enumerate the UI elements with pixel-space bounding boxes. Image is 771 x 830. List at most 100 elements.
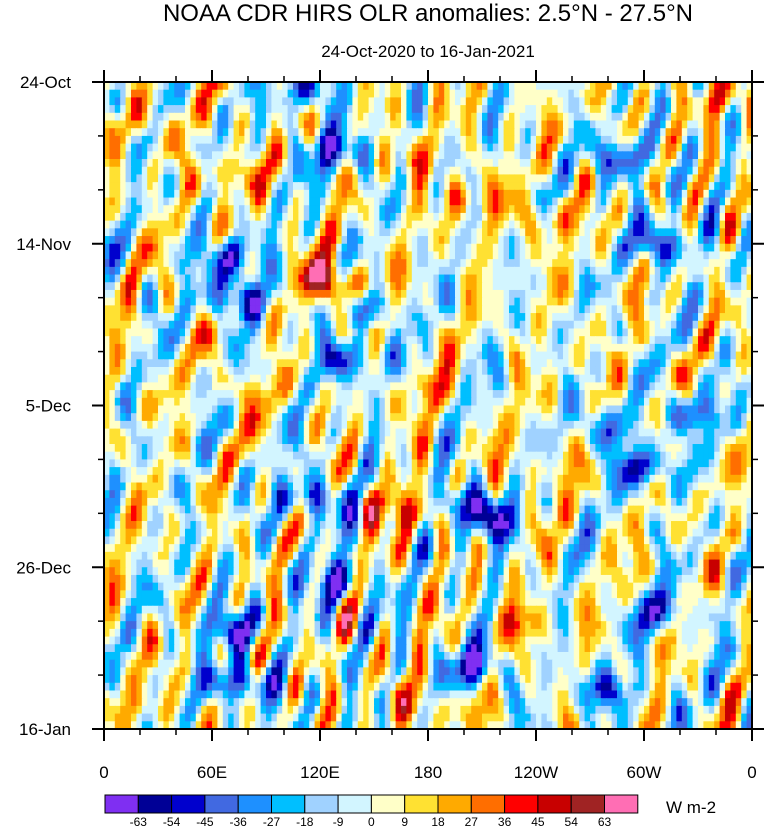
heatmap-cell bbox=[417, 89, 424, 98]
heatmap-cell bbox=[114, 343, 121, 353]
heatmap-cell bbox=[401, 351, 407, 360]
heatmap-cell bbox=[293, 97, 299, 106]
heatmap-cell bbox=[163, 259, 170, 268]
heatmap-cell bbox=[201, 189, 208, 199]
heatmap-cell bbox=[471, 343, 478, 353]
heatmap-cell bbox=[681, 336, 688, 345]
heatmap-cell bbox=[314, 159, 321, 168]
heatmap-cell bbox=[271, 220, 278, 229]
heatmap-cell bbox=[600, 297, 607, 306]
heatmap-cell bbox=[114, 359, 121, 368]
heatmap-cell bbox=[136, 259, 143, 268]
heatmap-cell bbox=[152, 120, 159, 129]
heatmap-cell bbox=[525, 366, 532, 376]
heatmap-cell bbox=[239, 266, 245, 276]
heatmap-cell bbox=[206, 274, 213, 283]
heatmap-cell bbox=[519, 128, 526, 137]
heatmap-cell bbox=[563, 112, 569, 122]
heatmap-cell bbox=[741, 336, 748, 345]
heatmap-cell bbox=[433, 182, 440, 191]
heatmap-cell bbox=[573, 159, 580, 168]
heatmap-cell bbox=[725, 151, 731, 160]
heatmap-cell bbox=[719, 266, 726, 276]
heatmap-cell bbox=[168, 266, 175, 276]
heatmap-cell bbox=[590, 151, 596, 160]
heatmap-cell bbox=[287, 251, 294, 260]
heatmap-cell bbox=[179, 243, 186, 253]
heatmap-cell bbox=[206, 212, 213, 222]
heatmap-cell bbox=[417, 159, 424, 168]
heatmap-cell bbox=[730, 359, 737, 368]
heatmap-cell bbox=[514, 135, 521, 145]
heatmap-cell bbox=[681, 374, 688, 383]
heatmap-cell bbox=[239, 82, 245, 91]
heatmap-cell bbox=[168, 259, 175, 268]
heatmap-cell bbox=[163, 266, 170, 276]
heatmap-cell bbox=[449, 228, 456, 237]
heatmap-cell bbox=[217, 105, 224, 114]
heatmap-cell bbox=[611, 328, 618, 337]
heatmap-cell bbox=[168, 320, 175, 330]
heatmap-cell bbox=[120, 205, 127, 214]
heatmap-cell bbox=[498, 236, 505, 245]
heatmap-cell bbox=[212, 159, 218, 168]
heatmap-cell bbox=[174, 197, 181, 206]
heatmap-cell bbox=[212, 336, 218, 345]
heatmap-cell bbox=[201, 305, 208, 314]
heatmap-cell bbox=[179, 374, 186, 383]
heatmap-cell bbox=[438, 151, 445, 160]
heatmap-cell bbox=[638, 343, 645, 353]
heatmap-cell bbox=[600, 120, 607, 129]
heatmap-cell bbox=[206, 351, 213, 360]
heatmap-cell bbox=[492, 343, 499, 353]
heatmap-cell bbox=[401, 359, 407, 368]
heatmap-cell bbox=[428, 289, 434, 299]
heatmap-cell bbox=[114, 174, 121, 183]
heatmap-cell bbox=[438, 390, 445, 399]
heatmap-cell bbox=[541, 189, 548, 199]
heatmap-cell bbox=[536, 89, 542, 98]
heatmap-cell bbox=[617, 128, 623, 137]
heatmap-cell bbox=[136, 343, 143, 353]
heatmap-cell bbox=[255, 390, 262, 399]
heatmap-cell bbox=[492, 359, 499, 368]
heatmap-cell bbox=[622, 259, 629, 268]
heatmap-cell bbox=[476, 390, 483, 399]
heatmap-cell bbox=[622, 97, 629, 106]
heatmap-cell bbox=[109, 282, 116, 291]
heatmap-cell bbox=[725, 297, 731, 306]
heatmap-cell bbox=[158, 197, 164, 206]
heatmap-cell bbox=[552, 212, 559, 222]
heatmap-cell bbox=[244, 297, 251, 306]
heatmap-cell bbox=[217, 143, 224, 152]
heatmap-cell bbox=[347, 382, 353, 391]
heatmap-cell bbox=[384, 220, 391, 229]
heatmap-cell bbox=[417, 374, 424, 383]
heatmap-cell bbox=[692, 197, 699, 206]
heatmap-cell bbox=[746, 366, 752, 376]
heatmap-cell bbox=[411, 97, 418, 106]
heatmap-cell bbox=[708, 128, 715, 137]
heatmap-cell bbox=[276, 236, 283, 245]
heatmap-cell bbox=[266, 390, 272, 399]
heatmap-cell bbox=[698, 313, 704, 322]
heatmap-cell bbox=[530, 159, 537, 168]
heatmap-cell bbox=[595, 228, 602, 237]
heatmap-cell bbox=[590, 390, 596, 399]
heatmap-cell bbox=[217, 166, 224, 176]
heatmap-cell bbox=[406, 159, 413, 168]
heatmap-cell bbox=[255, 174, 262, 183]
heatmap-cell bbox=[568, 259, 575, 268]
heatmap-cell bbox=[206, 135, 213, 145]
heatmap-cell bbox=[611, 359, 618, 368]
heatmap-cell bbox=[368, 82, 375, 91]
heatmap-cell bbox=[206, 82, 213, 91]
heatmap-cell bbox=[519, 343, 526, 353]
heatmap-cell bbox=[579, 97, 586, 106]
heatmap-cell bbox=[195, 297, 202, 306]
heatmap-cell bbox=[158, 189, 164, 199]
heatmap-cell bbox=[109, 220, 116, 229]
heatmap-cell bbox=[228, 328, 235, 337]
heatmap-cell bbox=[665, 351, 672, 360]
heatmap-cell bbox=[309, 212, 316, 222]
